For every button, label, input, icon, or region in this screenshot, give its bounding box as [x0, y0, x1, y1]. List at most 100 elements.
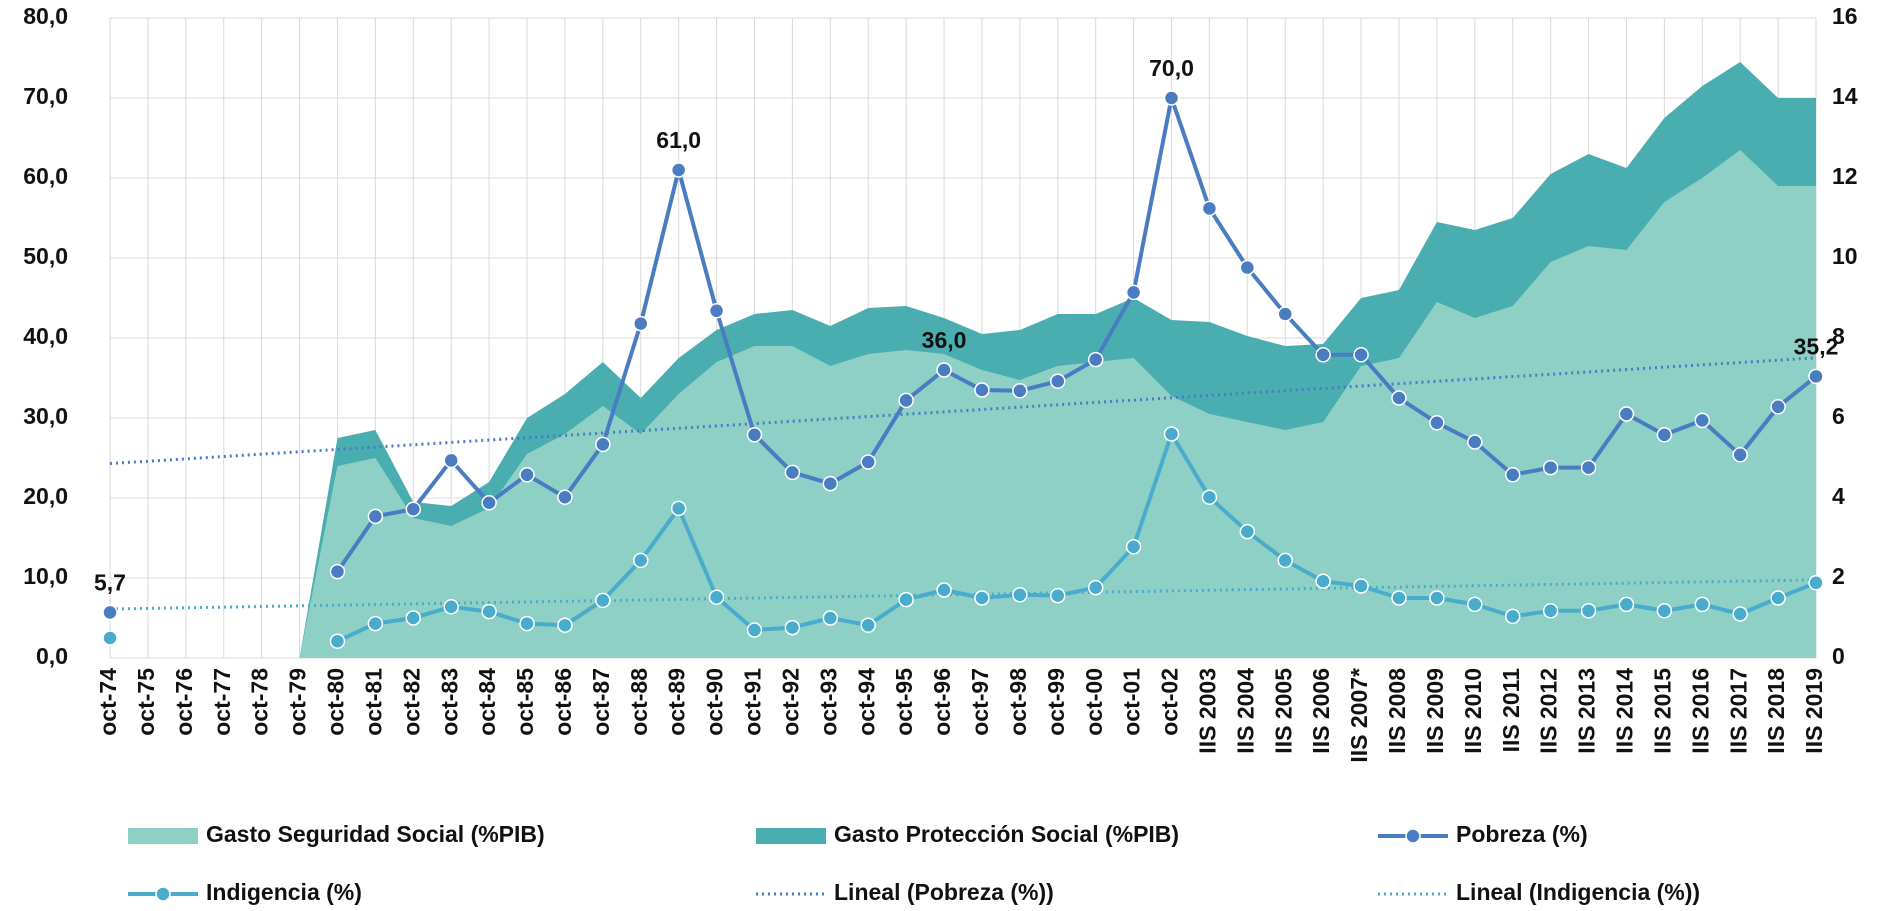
x-tick-label: oct-78 — [247, 668, 273, 736]
marker — [1012, 383, 1028, 399]
marker — [1542, 603, 1559, 619]
line — [336, 432, 1817, 644]
marker — [1467, 596, 1483, 613]
x-tick-label: IIS 2003 — [1195, 668, 1221, 754]
marker — [481, 603, 497, 620]
legend-swatch — [128, 828, 198, 844]
x-tick-label: IIS 2014 — [1612, 668, 1638, 754]
marker — [898, 392, 914, 409]
marker — [557, 617, 573, 633]
marker — [519, 615, 535, 632]
x-tick-label: oct-99 — [1043, 668, 1069, 736]
marker — [936, 582, 952, 598]
marker — [1808, 575, 1824, 591]
x-tick-label: IIS 2018 — [1763, 668, 1789, 754]
marker — [405, 501, 422, 517]
marker — [746, 427, 763, 443]
y-tick-label: 0,0 — [36, 643, 68, 669]
marker — [1618, 406, 1635, 422]
x-tick-label: oct-83 — [436, 668, 462, 736]
x-tick-label: IIS 2004 — [1232, 668, 1258, 754]
marker — [784, 464, 801, 481]
x-tick-label: oct-85 — [512, 668, 538, 736]
x-tick-label: IIS 2017 — [1725, 668, 1751, 754]
x-tick-label: IIS 2015 — [1649, 668, 1675, 754]
y2-tick-label: 14 — [1832, 83, 1858, 109]
legend-swatch — [756, 828, 826, 844]
marker — [1277, 552, 1293, 569]
marker — [1618, 596, 1635, 613]
y2-tick-label: 6 — [1832, 403, 1845, 429]
marker — [1277, 306, 1293, 322]
marker — [519, 467, 535, 483]
legend-marker — [155, 886, 171, 902]
x-tick-label: IIS 2012 — [1536, 668, 1562, 754]
marker — [1353, 578, 1369, 594]
legend-label: Gasto Protección Social (%PIB) — [834, 821, 1179, 847]
y-tick-label: 60,0 — [23, 163, 68, 189]
y-tick-label: 20,0 — [23, 483, 68, 509]
marker — [708, 589, 725, 605]
marker — [1239, 259, 1256, 276]
x-tick-label: IIS 2011 — [1498, 668, 1524, 753]
marker — [708, 303, 725, 319]
marker — [633, 552, 649, 569]
line — [335, 96, 1818, 573]
marker — [1315, 347, 1331, 363]
x-tick-label: oct-74 — [95, 668, 121, 736]
marker — [1163, 426, 1180, 442]
marker — [1239, 523, 1256, 540]
y2-tick-label: 2 — [1832, 563, 1845, 589]
marker — [1125, 284, 1142, 301]
x-tick-label: oct-97 — [967, 668, 993, 736]
marker — [670, 162, 687, 178]
x-tick-label: IIS 2005 — [1270, 668, 1296, 754]
x-tick-label: oct-92 — [777, 668, 803, 736]
x-tick-label: oct-98 — [1005, 668, 1031, 736]
x-tick-label: IIS 2016 — [1687, 668, 1713, 754]
x-tick-label: oct-02 — [1157, 668, 1183, 736]
marker — [1580, 603, 1597, 619]
y2-tick-label: 0 — [1832, 643, 1845, 669]
marker — [898, 591, 914, 608]
y-tick-label: 40,0 — [23, 323, 68, 349]
legend-item: Gasto Protección Social (%PIB) — [756, 821, 1179, 847]
legend-item: Gasto Seguridad Social (%PIB) — [128, 821, 545, 847]
marker — [974, 382, 990, 398]
marker — [746, 622, 763, 638]
marker — [860, 617, 876, 633]
marker — [1429, 415, 1445, 431]
marker — [1694, 596, 1711, 613]
marker — [102, 604, 118, 621]
x-tick-label: IIS 2010 — [1460, 668, 1486, 754]
y-tick-label: 70,0 — [23, 83, 68, 109]
x-tick-label: oct-75 — [133, 668, 159, 736]
marker — [1087, 351, 1104, 368]
marker — [481, 495, 497, 511]
marker — [1656, 603, 1673, 619]
marker — [1201, 489, 1218, 505]
marker — [670, 500, 687, 517]
marker — [860, 454, 876, 470]
marker — [1467, 434, 1483, 450]
x-tick-label: oct-96 — [929, 668, 955, 736]
x-tick-label: oct-94 — [853, 668, 879, 736]
data-label: 5,7 — [94, 569, 126, 595]
marker — [822, 475, 839, 492]
x-tick-label: oct-89 — [664, 668, 690, 736]
y2-tick-label: 8 — [1832, 323, 1845, 349]
marker — [557, 489, 573, 505]
y2-tick-label: 16 — [1832, 3, 1858, 29]
marker — [633, 315, 649, 332]
x-tick-label: oct-77 — [209, 668, 235, 736]
marker — [1808, 368, 1824, 385]
marker — [1580, 459, 1597, 476]
marker — [102, 630, 118, 646]
marker — [595, 592, 611, 609]
x-tick-label: IIS 2008 — [1384, 668, 1410, 754]
x-tick-label: oct-82 — [398, 668, 424, 736]
marker — [1050, 587, 1066, 604]
marker — [329, 563, 346, 580]
marker — [1391, 390, 1407, 406]
x-tick-label: oct-90 — [702, 668, 728, 736]
